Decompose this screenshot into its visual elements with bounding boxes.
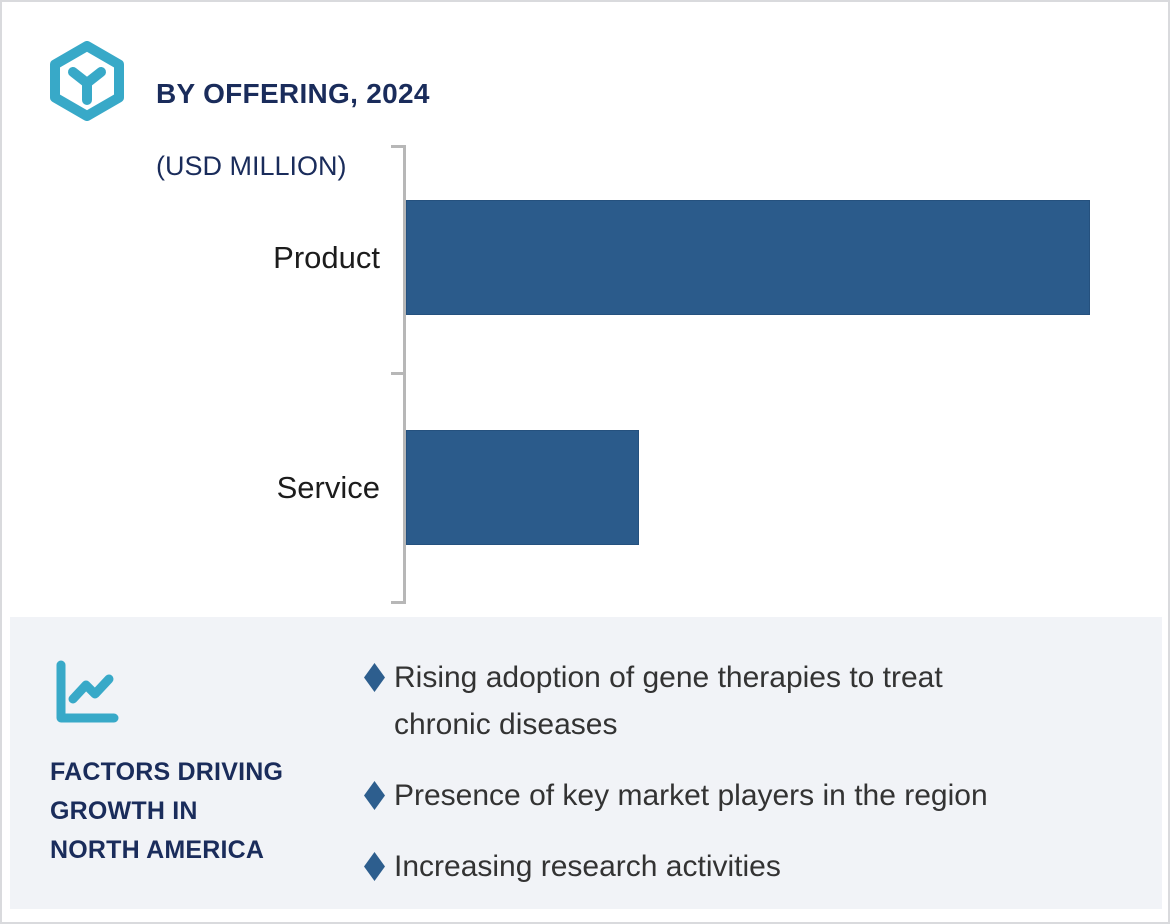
diamond-icon [364,663,385,692]
chart-title: BY OFFERING, 2024 [156,78,430,109]
chart-header: BY OFFERING, 2024 (USD MILLION) [156,40,430,220]
list-item: Rising adoption of gene therapies to tre… [364,654,1134,748]
category-label-service: Service [276,469,380,505]
list-item: Presence of key market players in the re… [364,772,1134,819]
chart-subtitle: (USD MILLION) [156,151,347,181]
diamond-icon [364,781,385,810]
factors-heading: FACTORS DRIVING GROWTH IN NORTH AMERICA [50,758,284,864]
bar-product [406,200,1090,315]
axis-tick [391,372,404,375]
hexagon-cube-icon [50,41,124,121]
list-item: Increasing research activities [364,843,1134,890]
trend-line-chart-icon [56,660,119,723]
bar-service [406,430,639,545]
category-label-product: Product [273,239,380,275]
factor-text: Increasing research activities [394,850,781,883]
factor-text: Presence of key market players in the re… [394,779,988,812]
factors-panel: FACTORS DRIVING GROWTH IN NORTH AMERICA … [10,617,1162,909]
diamond-icon [364,852,385,881]
axis-tick [391,145,404,148]
y-axis-line [403,145,406,604]
axis-tick [391,601,404,604]
factor-text: Rising adoption of gene therapies to tre… [394,661,943,741]
factors-list: Rising adoption of gene therapies to tre… [364,654,1134,914]
